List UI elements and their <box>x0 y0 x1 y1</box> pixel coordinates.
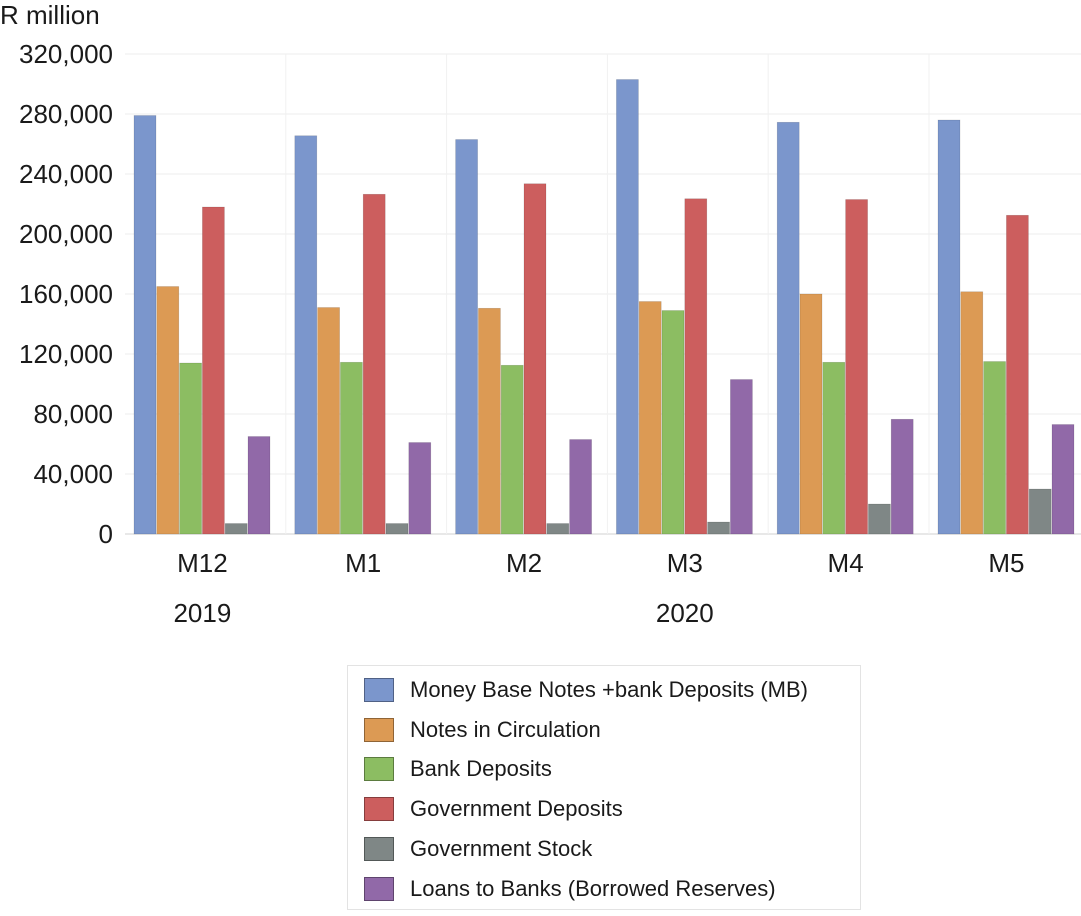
legend-label: Money Base Notes +bank Deposits (MB) <box>410 677 809 702</box>
bar-m5-series-2 <box>960 291 984 535</box>
x-category-label: M5 <box>988 548 1024 578</box>
bar-m12-series-3 <box>179 362 202 535</box>
bar-m12-series-4 <box>202 206 225 535</box>
legend-label: Bank Deposits <box>410 756 552 782</box>
y-axis-ticks: 0 40,000 80,000 120,000 160,000 200,000 240,00… <box>19 39 113 549</box>
x-category-label: M2 <box>506 548 542 578</box>
bar-m4-series-3 <box>822 361 846 535</box>
bar-m4-series-1 <box>776 121 800 535</box>
bar-m3-series-3 <box>661 310 685 535</box>
bar-m4-series-2 <box>799 293 823 535</box>
legend-swatch <box>364 876 394 901</box>
legend-swatch <box>364 797 394 822</box>
legend-swatch <box>364 678 394 702</box>
bar-m2-series-6 <box>569 439 592 535</box>
x-category-label: M3 <box>667 548 703 578</box>
bar-m3-series-4 <box>684 198 708 535</box>
y-tick-label: 200,000 <box>19 219 113 249</box>
y-tick-label: 40,000 <box>33 459 113 489</box>
bar-m12-series-2 <box>156 286 180 535</box>
legend-swatch <box>364 757 394 782</box>
bar-m3-series-1 <box>616 79 639 535</box>
legend-item: Money Base Notes +bank Deposits (MB) <box>364 675 808 705</box>
bar-m1-series-5 <box>385 523 409 535</box>
y-tick-label: 320,000 <box>19 39 113 69</box>
x-year-label: 2020 <box>656 598 714 628</box>
bar-m12-series-6 <box>247 436 271 535</box>
bar-m2-series-3 <box>500 364 524 535</box>
bar-m1-series-3 <box>340 361 363 535</box>
x-category-label: M4 <box>828 548 864 578</box>
bar-m5-series-4 <box>1006 214 1029 535</box>
legend: Money Base Notes +bank Deposits (MB) Note… <box>347 665 861 910</box>
x-category-label: M1 <box>345 548 381 578</box>
bar-m5-series-3 <box>983 361 1006 535</box>
bar-m1-series-4 <box>362 193 386 535</box>
bar-m5-series-1 <box>937 119 961 535</box>
x-axis-labels: M12 M1 M2 M3 M4 M5 2019 2020 <box>173 548 1024 628</box>
bar-m4-series-6 <box>890 418 914 535</box>
bar-m5-series-6 <box>1051 424 1075 535</box>
x-category-label: M12 <box>177 548 228 578</box>
bar-m5-series-5 <box>1028 488 1052 535</box>
gridlines <box>125 53 1081 535</box>
bar-m3-series-2 <box>638 301 662 535</box>
legend-item: Government Stock <box>364 834 592 864</box>
y-axis-unit-label: R million <box>0 0 100 30</box>
bar-m3-series-6 <box>730 379 753 535</box>
legend-label: Loans to Banks (Borrowed Reserves) <box>410 875 776 901</box>
bar-m1-series-6 <box>408 442 432 535</box>
legend-swatch <box>364 717 394 742</box>
bar-m1-series-1 <box>294 135 318 535</box>
bar-m12-series-5 <box>224 523 248 535</box>
legend-item: Notes in Circulation <box>364 715 601 745</box>
bar-m1-series-2 <box>317 307 340 535</box>
bar-m2-series-2 <box>478 307 501 535</box>
y-tick-label: 240,000 <box>19 159 113 189</box>
legend-label: Government Deposits <box>410 796 623 822</box>
bar-m2-series-1 <box>455 139 478 535</box>
y-tick-label: 0 <box>99 519 113 549</box>
bars <box>133 79 1075 535</box>
x-year-label: 2019 <box>173 598 231 628</box>
y-tick-label: 160,000 <box>19 279 113 309</box>
legend-swatch <box>364 836 394 861</box>
bar-m2-series-5 <box>546 523 570 535</box>
y-tick-label: 120,000 <box>19 339 113 369</box>
legend-label: Notes in Circulation <box>410 716 601 742</box>
y-tick-label: 80,000 <box>33 399 113 429</box>
legend-item: Loans to Banks (Borrowed Reserves) <box>364 874 776 904</box>
bar-m4-series-4 <box>845 199 868 535</box>
legend-item: Bank Deposits <box>364 754 552 784</box>
bar-m3-series-5 <box>707 521 730 535</box>
legend-item: Government Deposits <box>364 794 623 824</box>
bar-chart: R million 0 40,000 80,000 120,000 160,000 200… <box>0 0 1081 628</box>
bar-m2-series-4 <box>523 183 547 535</box>
y-tick-label: 280,000 <box>19 99 113 129</box>
legend-label: Government Stock <box>410 835 593 861</box>
bar-m4-series-5 <box>868 503 891 535</box>
bar-m12-series-1 <box>133 115 157 535</box>
